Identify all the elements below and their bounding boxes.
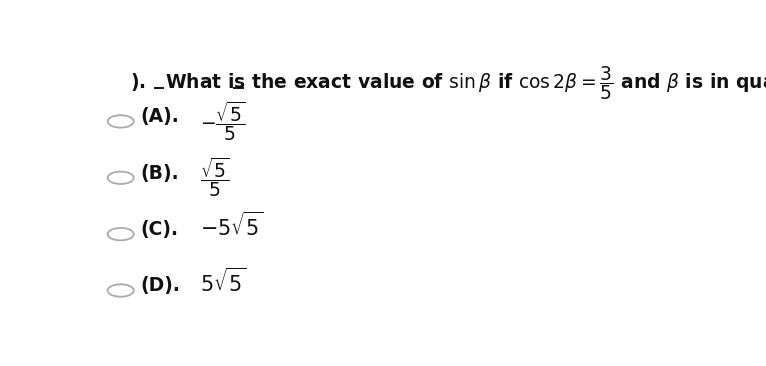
Text: (B).: (B). xyxy=(140,164,179,183)
Text: (C).: (C). xyxy=(140,220,178,239)
Text: $-5\sqrt{5}$: $-5\sqrt{5}$ xyxy=(200,212,264,240)
Text: (A).: (A). xyxy=(140,107,179,126)
Text: (D).: (D). xyxy=(140,276,180,295)
Text: ).   What is the exact value of $\sin\beta$ if $\cos 2\beta = \dfrac{3}{5}$ and : ). What is the exact value of $\sin\beta… xyxy=(130,64,766,101)
Text: $\dfrac{\sqrt{5}}{5}$: $\dfrac{\sqrt{5}}{5}$ xyxy=(200,155,229,199)
Text: $-\dfrac{\sqrt{5}}{5}$: $-\dfrac{\sqrt{5}}{5}$ xyxy=(200,99,245,143)
Text: $5\sqrt{5}$: $5\sqrt{5}$ xyxy=(200,268,246,296)
